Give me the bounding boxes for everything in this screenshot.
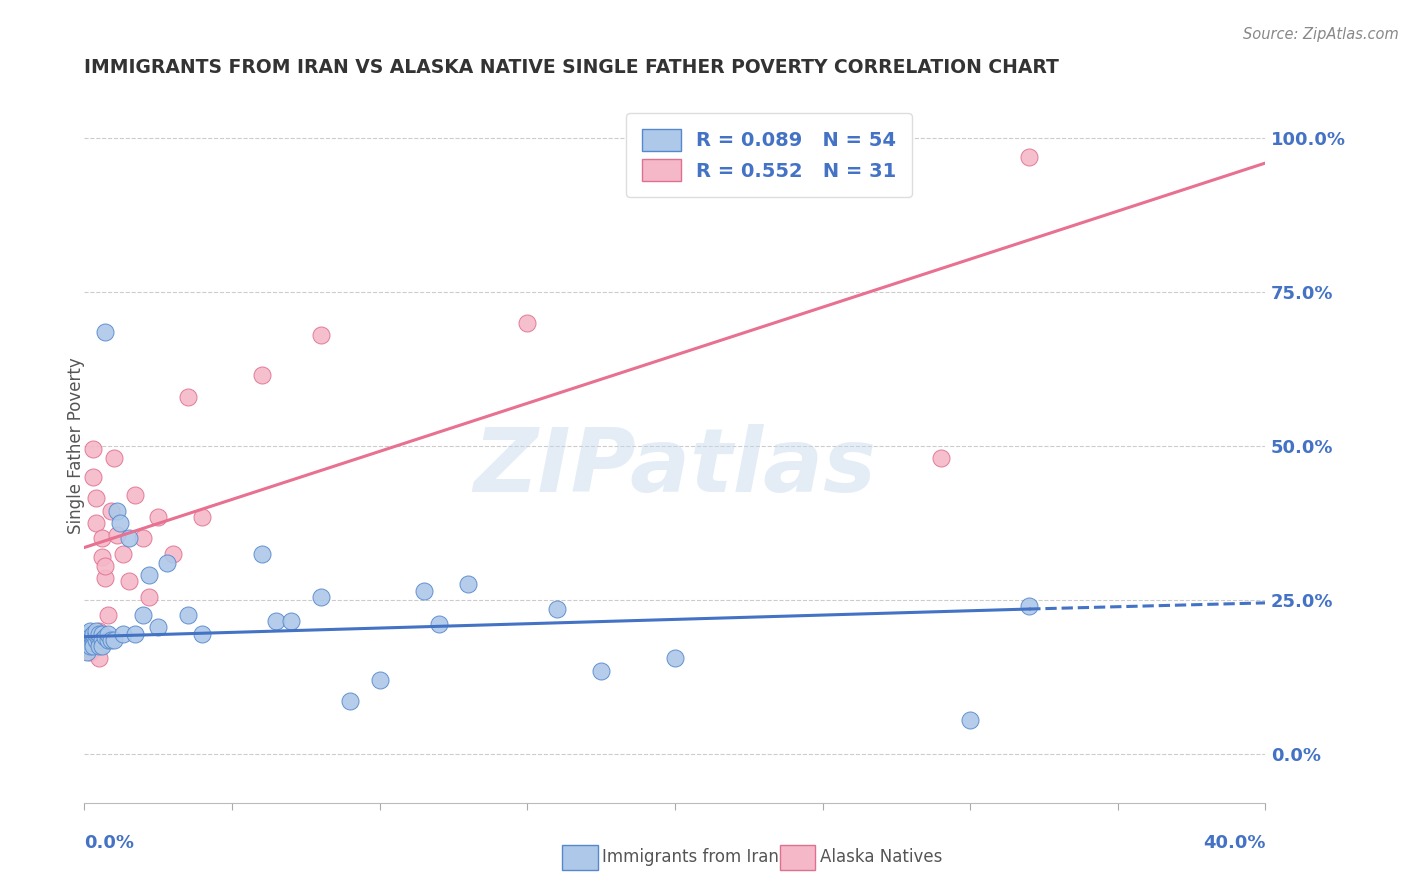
Point xyxy=(516,316,538,330)
Text: Source: ZipAtlas.com: Source: ZipAtlas.com xyxy=(1243,27,1399,42)
Point xyxy=(89,639,111,653)
Point xyxy=(108,516,131,530)
Point xyxy=(148,509,170,524)
Point xyxy=(94,325,117,339)
Point xyxy=(138,590,160,604)
Point xyxy=(1018,150,1040,164)
Point xyxy=(84,516,107,530)
Point xyxy=(118,531,141,545)
Point xyxy=(100,503,122,517)
Point xyxy=(111,547,134,561)
Point xyxy=(91,626,114,640)
Point xyxy=(79,624,101,638)
Point xyxy=(427,617,450,632)
Point xyxy=(76,639,98,653)
Point xyxy=(91,531,114,545)
Point xyxy=(591,664,613,678)
Point xyxy=(82,630,104,644)
Point xyxy=(103,632,125,647)
Point xyxy=(94,558,117,573)
Point xyxy=(97,632,120,647)
Point xyxy=(79,632,101,647)
Point xyxy=(91,632,114,647)
Point xyxy=(89,624,111,638)
Point xyxy=(91,639,114,653)
Point xyxy=(124,626,146,640)
Point xyxy=(191,626,214,640)
Point xyxy=(111,626,134,640)
Point xyxy=(94,630,117,644)
Point xyxy=(264,615,288,629)
Point xyxy=(457,577,479,591)
Point xyxy=(82,626,104,640)
Text: 0.0%: 0.0% xyxy=(84,834,135,852)
Point xyxy=(191,509,214,524)
Point xyxy=(79,642,101,657)
Point xyxy=(84,624,107,638)
Point xyxy=(250,547,273,561)
Point xyxy=(91,549,114,564)
Point xyxy=(280,615,302,629)
Point xyxy=(79,630,101,644)
Text: 40.0%: 40.0% xyxy=(1204,834,1265,852)
Point xyxy=(118,574,141,589)
Point xyxy=(79,636,101,650)
Point xyxy=(132,531,155,545)
Point xyxy=(103,451,125,466)
Point xyxy=(76,645,98,659)
Point xyxy=(959,713,981,727)
Point xyxy=(84,626,107,640)
Point xyxy=(79,639,101,653)
Point xyxy=(309,328,332,343)
Point xyxy=(162,547,184,561)
Point xyxy=(76,639,98,653)
Point xyxy=(89,626,111,640)
Point xyxy=(368,673,391,687)
Point xyxy=(1018,599,1040,613)
Text: Alaska Natives: Alaska Natives xyxy=(820,848,942,866)
Point xyxy=(100,632,122,647)
Point xyxy=(84,491,107,506)
Point xyxy=(105,503,128,517)
Point xyxy=(82,636,104,650)
Point xyxy=(339,694,361,708)
Point xyxy=(177,390,200,404)
Point xyxy=(82,469,104,483)
Point xyxy=(76,626,98,640)
Point xyxy=(413,583,436,598)
Point xyxy=(89,632,111,647)
Point xyxy=(124,488,146,502)
Point xyxy=(82,442,104,456)
Point xyxy=(138,568,160,582)
Point xyxy=(79,645,101,659)
Point xyxy=(156,556,179,570)
Point xyxy=(84,632,107,647)
Point xyxy=(97,626,120,640)
Point xyxy=(309,590,332,604)
Legend: R = 0.089   N = 54, R = 0.552   N = 31: R = 0.089 N = 54, R = 0.552 N = 31 xyxy=(627,113,912,197)
Point xyxy=(82,639,104,653)
Point xyxy=(105,528,128,542)
Point xyxy=(94,571,117,585)
Point xyxy=(82,632,104,647)
Point xyxy=(97,608,120,623)
Point xyxy=(664,651,686,665)
Point xyxy=(546,602,568,616)
Text: ZIPatlas: ZIPatlas xyxy=(474,424,876,511)
Point xyxy=(148,620,170,634)
Y-axis label: Single Father Poverty: Single Father Poverty xyxy=(67,358,84,534)
Point xyxy=(132,608,155,623)
Point xyxy=(89,651,111,665)
Text: Immigrants from Iran: Immigrants from Iran xyxy=(602,848,779,866)
Point xyxy=(76,632,98,647)
Point xyxy=(177,608,200,623)
Text: IMMIGRANTS FROM IRAN VS ALASKA NATIVE SINGLE FATHER POVERTY CORRELATION CHART: IMMIGRANTS FROM IRAN VS ALASKA NATIVE SI… xyxy=(84,57,1059,77)
Point xyxy=(929,451,952,466)
Point xyxy=(250,368,273,383)
